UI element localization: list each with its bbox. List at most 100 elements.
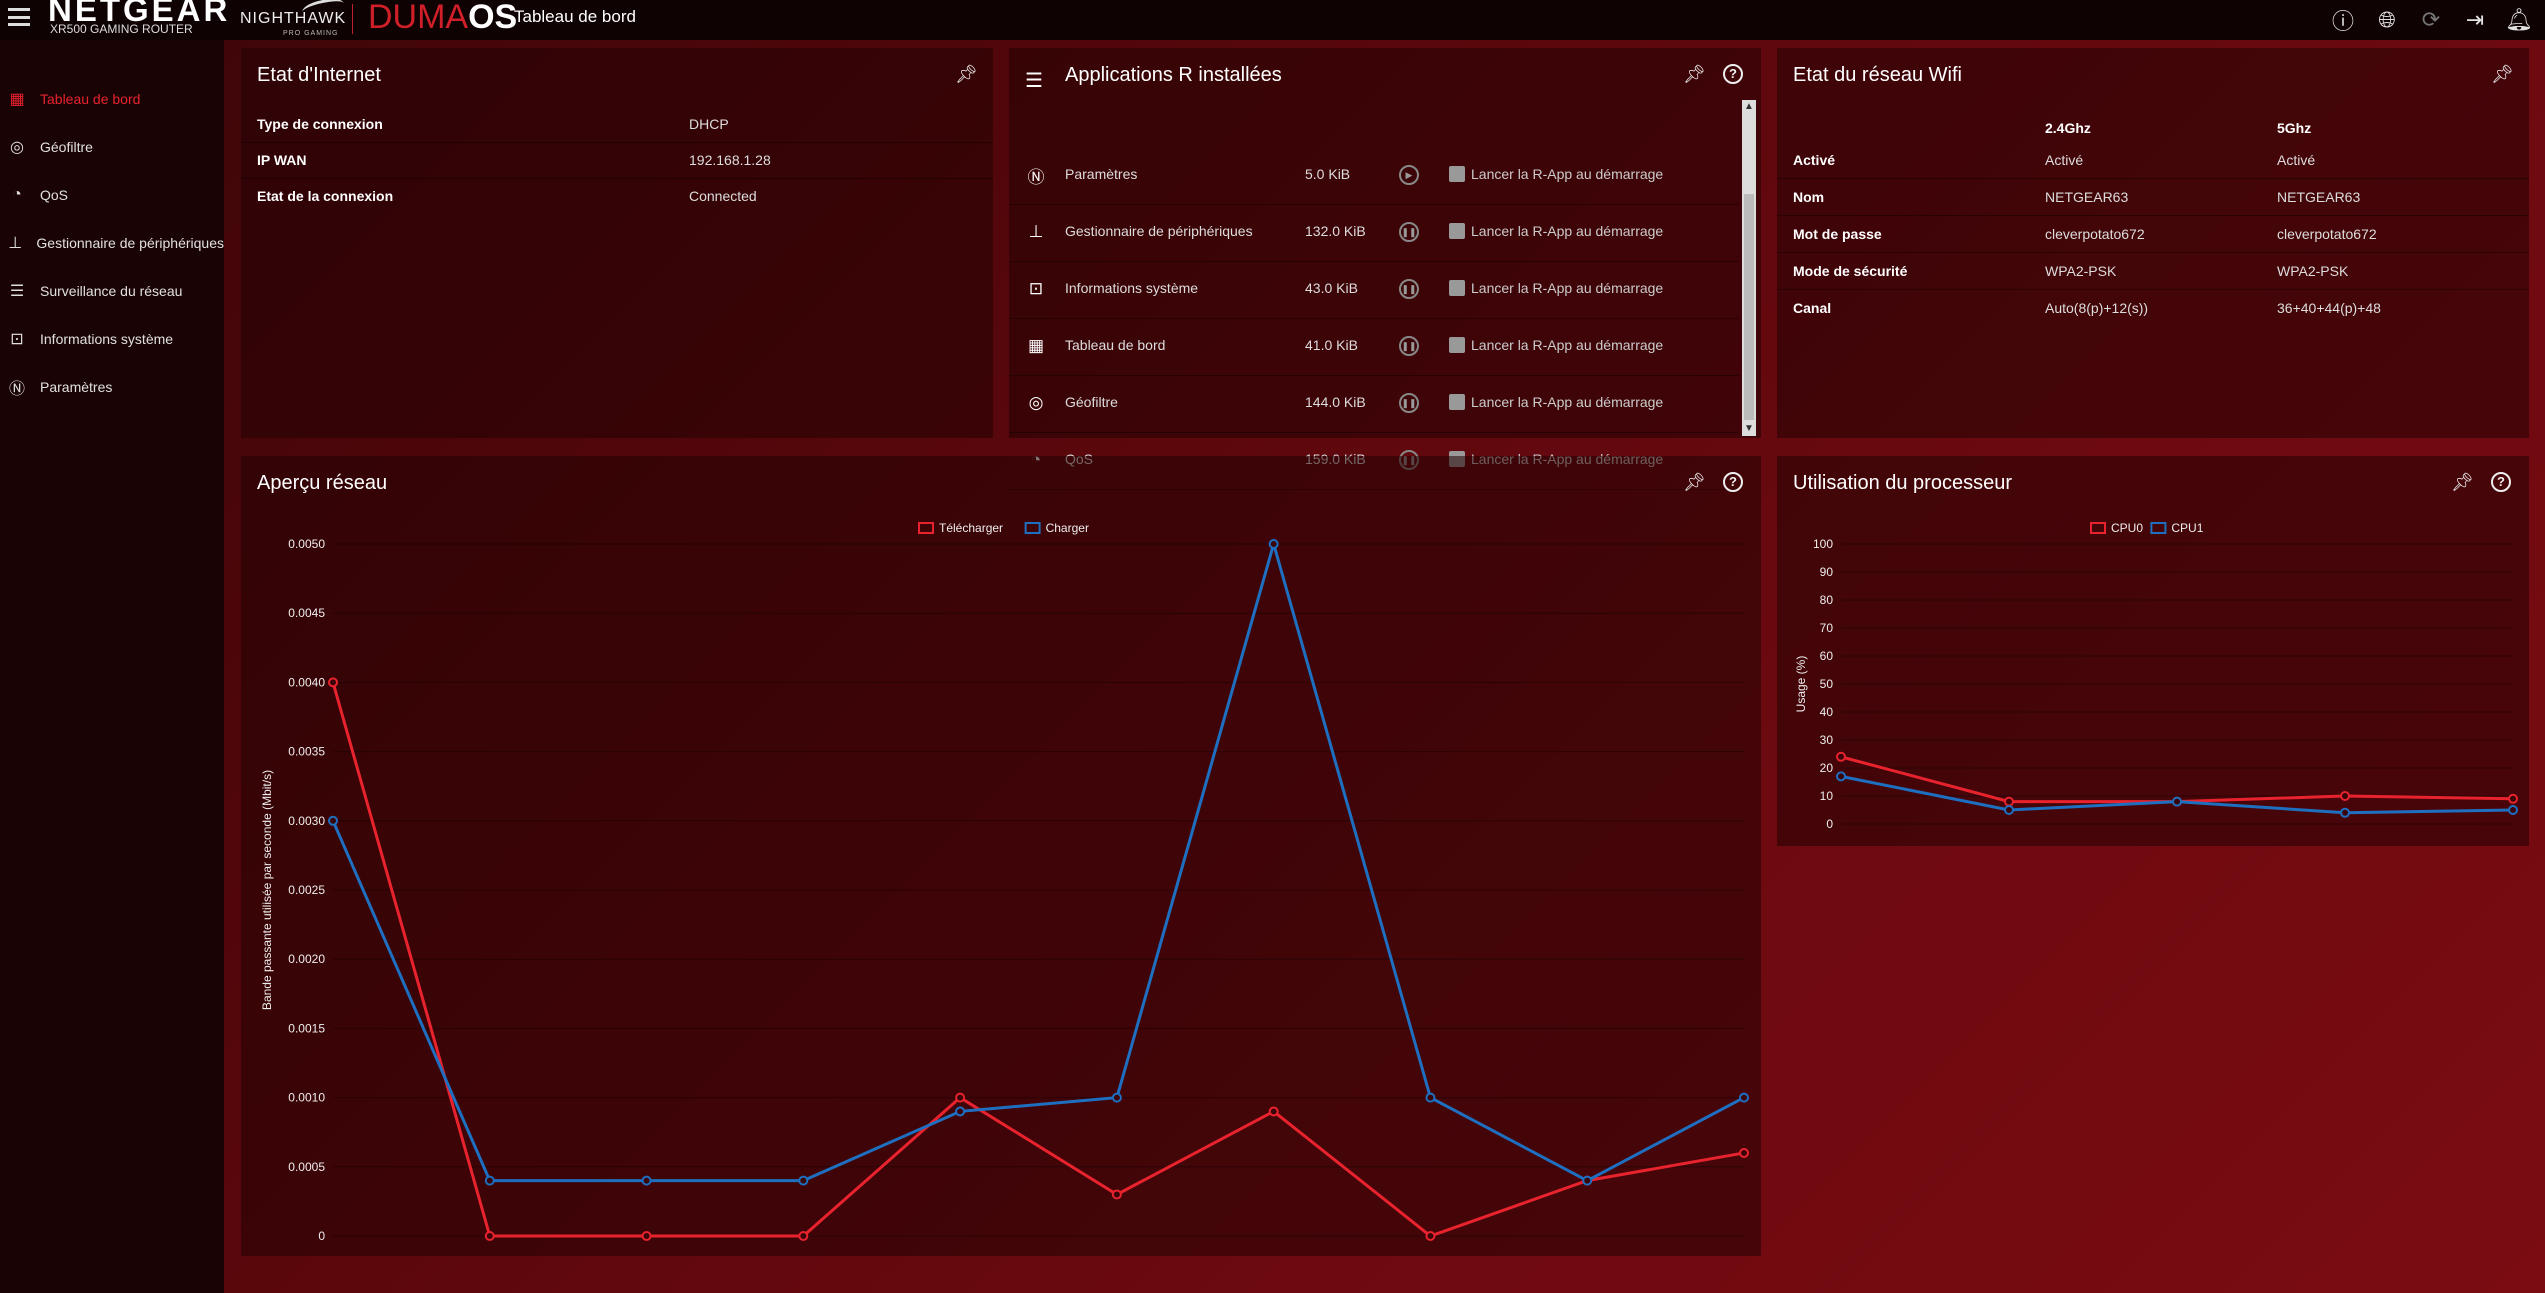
pause-icon[interactable]: ❚❚ [1399,279,1419,299]
page-title: Tableau de bord [514,7,636,26]
app-name: Gestionnaire de périphériques [1065,223,1253,239]
sidebar-item-devices[interactable]: ⊥ Gestionnaire de périphériques [0,223,224,263]
globe-icon[interactable]: 🌐︎ [2378,7,2396,32]
sidebar-item-label: Paramètres [40,379,113,395]
pin-icon[interactable]: 📌︎ [1683,472,1706,492]
data-point[interactable] [1425,1231,1436,1241]
y-tick-label: 70 [1820,621,1834,635]
pause-icon[interactable]: ❚❚ [1399,222,1419,242]
data-point[interactable] [1111,1092,1122,1103]
menu-icon[interactable] [8,8,30,26]
logout-icon[interactable]: ⇥ [2465,7,2485,32]
y-tick-label: 0.0025 [288,883,325,897]
help-icon[interactable]: ? [1723,472,1743,492]
data-point[interactable] [2172,796,2182,807]
data-point[interactable] [1268,539,1279,549]
row-value-2-4ghz: WPA2-PSK [2045,263,2117,279]
scroll-down-icon[interactable]: ▼ [1744,423,1754,434]
sidebar-item-system-info[interactable]: ⊡ Informations système [0,319,224,359]
pin-icon[interactable]: 📌︎ [2451,472,2474,492]
help-icon[interactable]: ? [1723,64,1743,84]
launch-on-boot-checkbox[interactable] [1449,337,1465,353]
pause-icon[interactable]: ❚❚ [1399,336,1419,356]
dumaos-logo: DUMAOS [368,0,518,36]
launch-on-boot-checkbox[interactable] [1449,394,1465,410]
data-point[interactable] [328,677,338,688]
y-tick-label: 0.0035 [288,745,325,759]
sidebar-item-dashboard[interactable]: ▦ Tableau de bord [0,79,224,119]
data-point[interactable] [1739,1147,1749,1158]
row-value-2-4ghz: Auto(8(p)+12(s)) [2045,300,2149,316]
legend-swatch [1024,522,1041,534]
y-tick-label: 100 [1813,537,1833,551]
sidebar-item-settings[interactable]: Ⓝ Paramètres [0,367,224,407]
data-point[interactable] [798,1231,809,1241]
nighthawk-logo: NIGHTHAWK [240,10,347,27]
data-point[interactable] [1111,1189,1122,1200]
pin-icon[interactable]: 📌︎ [955,64,978,84]
data-point[interactable] [2340,791,2350,801]
data-point[interactable] [484,1175,495,1186]
pause-icon[interactable]: ❚❚ [1399,393,1419,413]
devices-icon: ⊥ [1028,222,1044,241]
table-row: Type de connexion DHCP [241,106,993,143]
launch-on-boot-checkbox[interactable] [1449,166,1465,182]
play-icon[interactable]: ▶ [1399,165,1419,185]
y-tick-label: 90 [1820,565,1834,579]
data-point[interactable] [2004,805,2014,815]
info-icon[interactable]: ⓘ [2331,9,2354,34]
legend-swatch [2090,522,2106,534]
refresh-icon[interactable]: ⟳ [2421,7,2441,32]
pin-icon[interactable]: 📌︎ [1683,64,1706,84]
sidebar-item-network-monitor[interactable]: ☰ Surveillance du réseau [0,271,224,311]
y-tick-label: 80 [1820,593,1834,607]
sidebar-item-label: Tableau de bord [40,91,141,107]
legend-label[interactable]: CPU1 [2171,521,2203,535]
scroll-up-icon[interactable]: ▲ [1744,101,1754,112]
row-key: Type de connexion [257,116,383,132]
launch-on-boot-checkbox[interactable] [1449,223,1465,239]
data-point[interactable] [2508,805,2518,815]
sidebar-item-qos[interactable]: ◔ QoS [0,175,224,215]
data-point[interactable] [1425,1092,1436,1103]
sidebar-item-label: Surveillance du réseau [40,283,183,299]
data-point[interactable] [1739,1092,1749,1103]
data-point[interactable] [2340,807,2350,818]
data-point[interactable] [1268,1106,1279,1117]
data-point[interactable] [641,1175,652,1186]
help-icon[interactable]: ? [2491,472,2511,492]
data-point[interactable] [2004,796,2014,807]
data-point[interactable] [1582,1175,1593,1186]
row-value-5ghz: 36+40+44(p)+48 [2277,300,2381,316]
pin-icon[interactable]: 📌︎ [2491,64,2514,84]
y-tick-label: 0 [318,1229,325,1243]
app-row: ⊡ Informations système 43.0 KiB ❚❚ Lancer la… [1009,262,1739,319]
data-point[interactable] [484,1231,495,1241]
system-info-icon: ⊡ [10,331,24,348]
data-point[interactable] [955,1106,966,1117]
data-point[interactable] [1836,751,1846,762]
data-point[interactable] [328,815,338,826]
data-point[interactable] [2508,793,2518,804]
bell-icon[interactable]: 🔔︎ [2505,7,2533,32]
data-point[interactable] [798,1175,809,1186]
devices-icon: ⊥ [8,235,23,252]
launch-on-boot-checkbox[interactable] [1449,280,1465,296]
y-tick-label: 0.0030 [288,814,325,828]
network-overview-card: Aperçu réseau 📌︎ ? 0 0.0005 0.0010 0.0015 0.… [241,456,1761,1256]
data-point[interactable] [1836,771,1846,782]
settings-icon: Ⓝ [8,381,25,398]
data-point[interactable] [641,1231,652,1241]
table-row: Nom NETGEAR63 NETGEAR63 [1777,179,2529,216]
legend-label[interactable]: Télécharger [939,521,1003,535]
sidebar-item-geofilter[interactable]: ◎ Géofiltre [0,127,224,167]
data-point[interactable] [955,1092,966,1103]
y-tick-label: 20 [1820,761,1834,775]
scroll-thumb[interactable] [1744,194,1754,420]
y-tick-label: 0 [1826,817,1833,831]
legend-label[interactable]: Charger [1046,521,1089,535]
legend-label[interactable]: CPU0 [2111,521,2143,535]
app-name: Informations système [1065,280,1199,296]
y-tick-label: 0.0050 [288,537,325,551]
scrollbar[interactable]: ▲ ▼ [1742,100,1756,436]
